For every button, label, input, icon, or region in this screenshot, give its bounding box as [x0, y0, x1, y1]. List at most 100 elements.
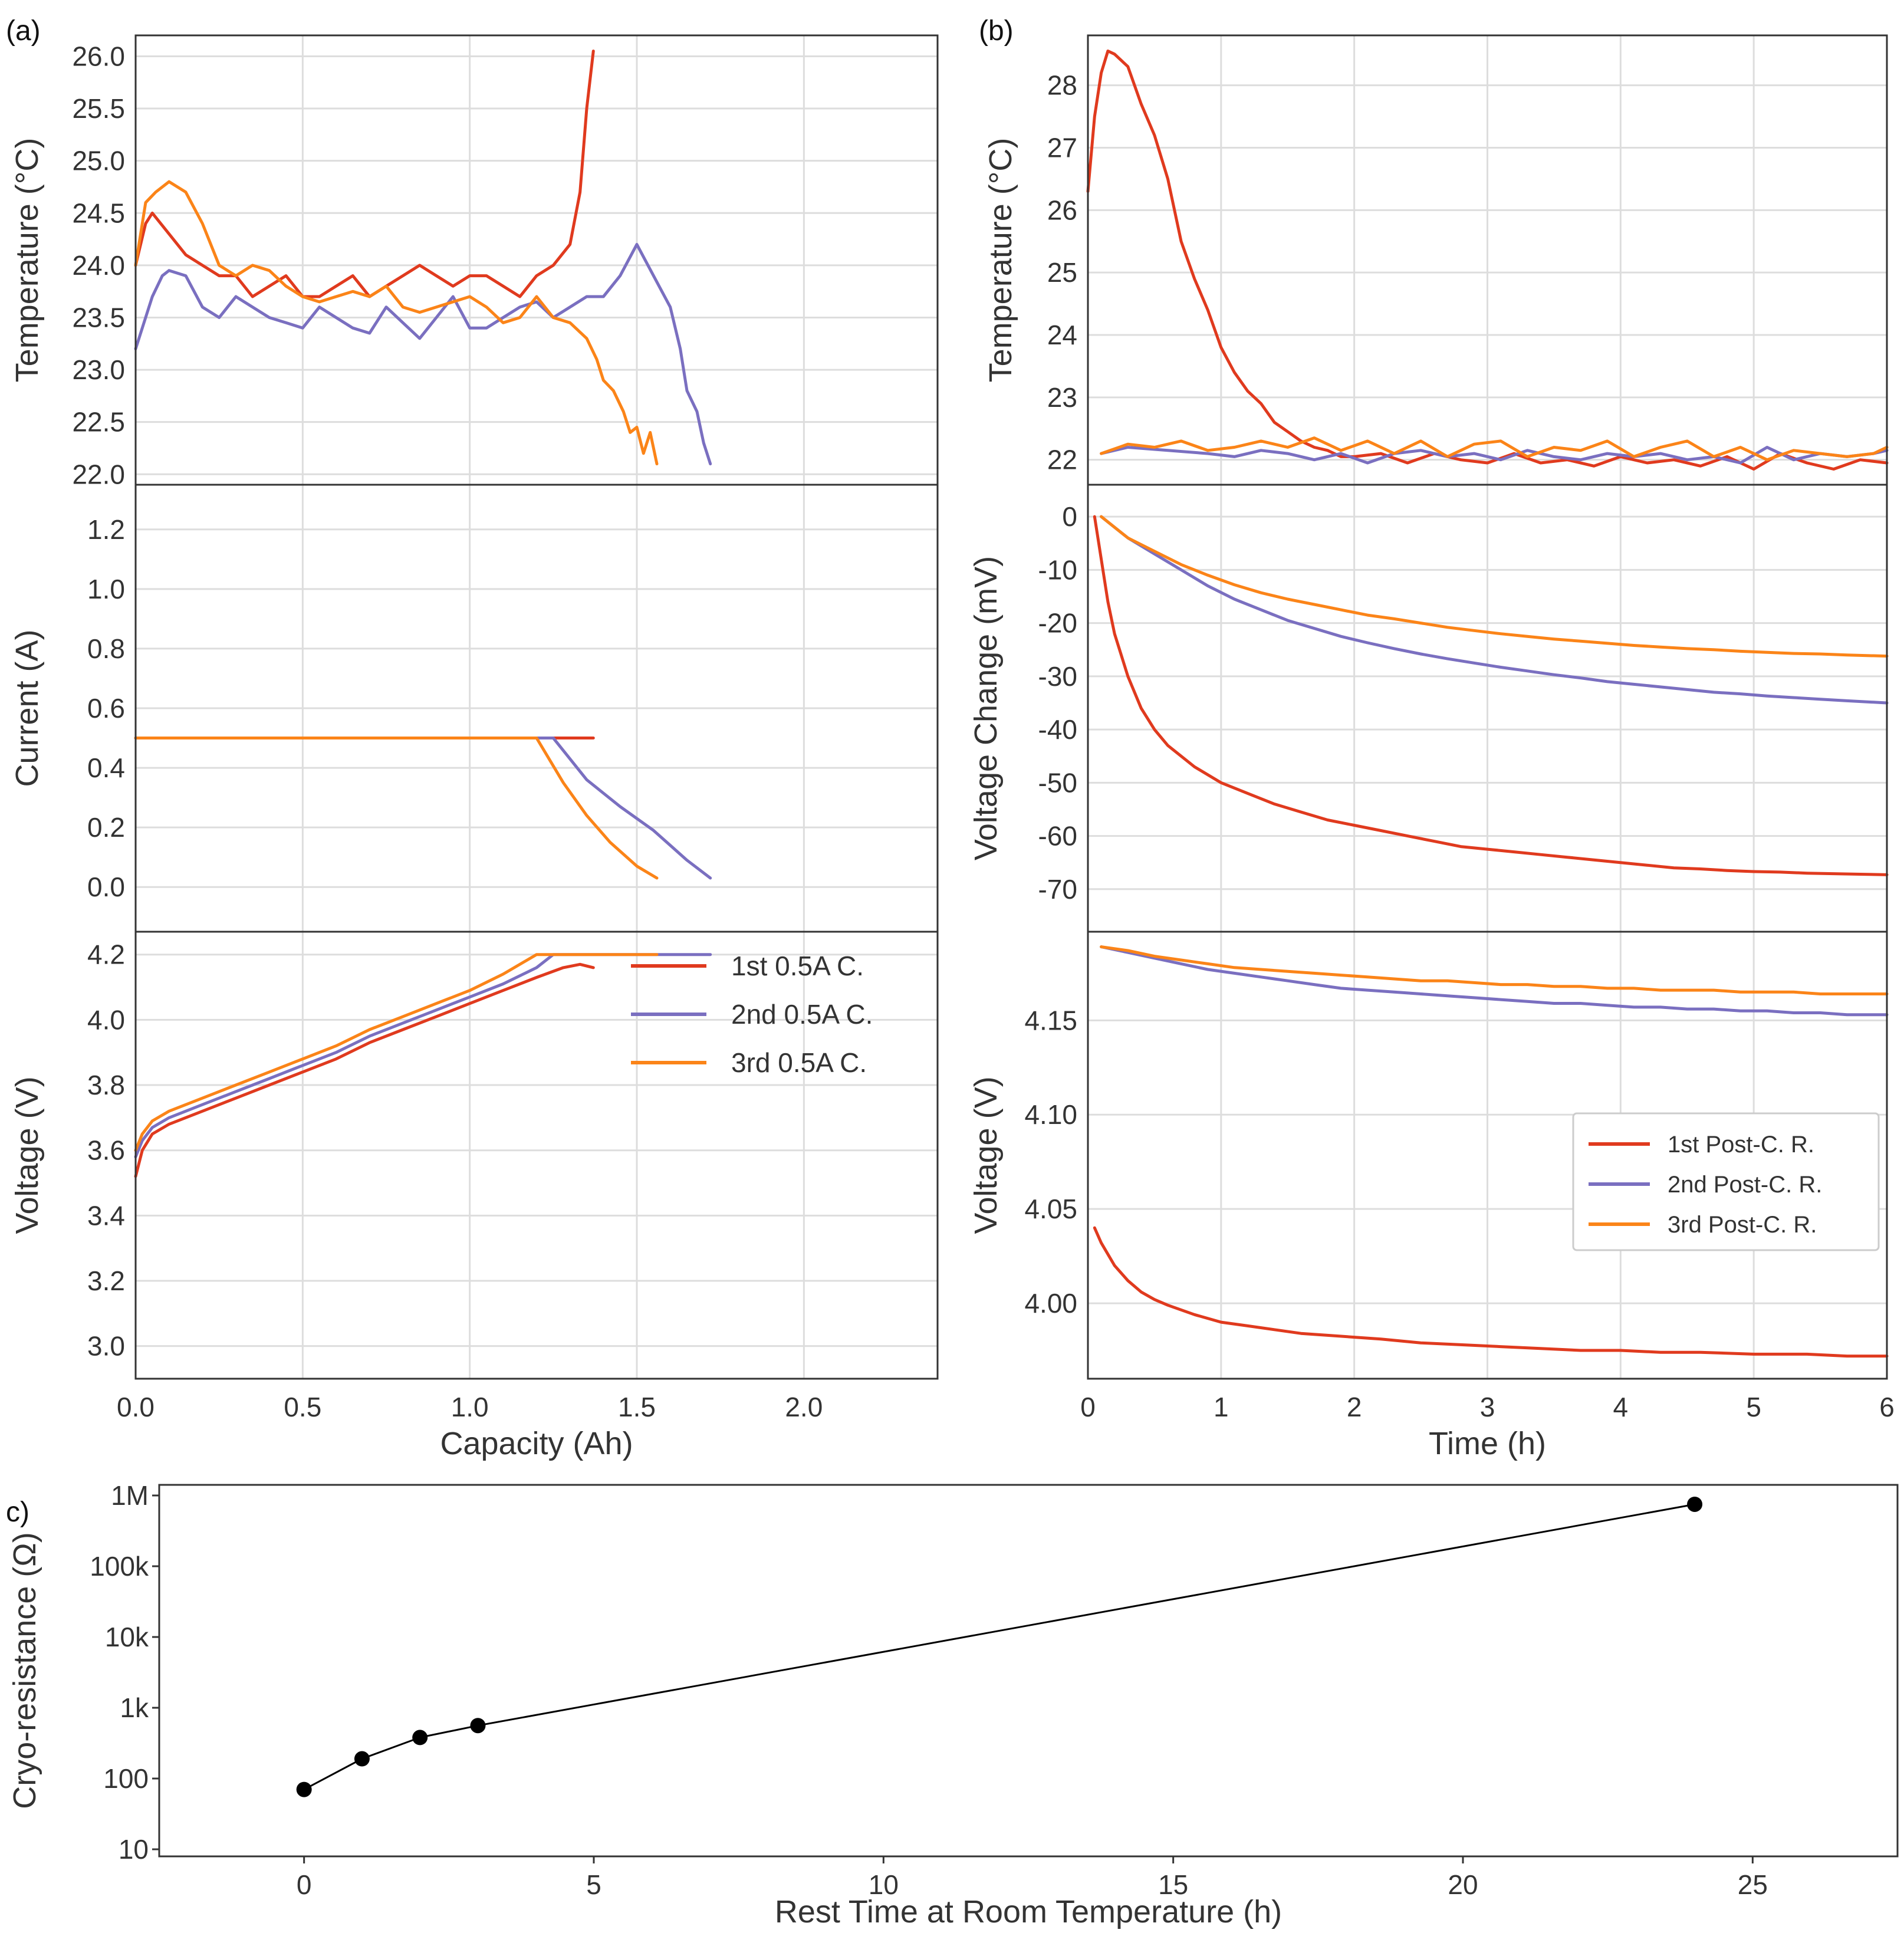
c-xtick-label-2: 10: [869, 1869, 899, 1900]
a_temp-ytick-label-6: 25.0: [72, 146, 125, 176]
a_voltage-ytick-label-6: 4.2: [87, 939, 125, 970]
b_vchange-ylabel: Voltage Change (mV): [968, 556, 1004, 860]
c-axes-frame: [158, 1484, 1899, 1858]
c-xtick-label-1: 5: [586, 1869, 601, 1900]
b_temp-ytick-label-4: 26: [1047, 195, 1077, 225]
b_vchange-ytick-label-0: 0: [1062, 501, 1077, 532]
panel-label-c: c): [6, 1497, 29, 1528]
b_vchange-ytick-label-2: -20: [1038, 608, 1077, 639]
c-data-point-3: [412, 1730, 428, 1746]
a_temp-series-line-1: [134, 50, 595, 298]
a_voltage-series-line-1: [134, 962, 595, 1178]
b_temp-series-line-3: [1100, 436, 1889, 462]
b_vchange-ytick-label-7: -70: [1038, 874, 1077, 905]
b_vchange-ytick-label-1: -10: [1038, 554, 1077, 585]
a_temp-ytick-label-4: 24.0: [72, 250, 125, 281]
a_voltage-ytick-label-0: 3.0: [87, 1331, 125, 1362]
a_voltage-xtick-label-1: 0.5: [284, 1392, 321, 1422]
b_voltage-series-line-2: [1100, 945, 1889, 1017]
a_temp-ytick-label-2: 23.0: [72, 354, 125, 385]
c-ylabel: Cryo-resistance (Ω): [7, 1532, 42, 1809]
b-legend-box: [1572, 1112, 1880, 1251]
a_voltage-axes-frame: [134, 931, 939, 1380]
panel-label-b: (b): [979, 15, 1014, 47]
c-ytick-label-2: 1k: [120, 1692, 149, 1723]
a_current-ytick-label-6: 1.2: [87, 514, 125, 545]
b_temp-ytick-label-5: 27: [1047, 133, 1077, 163]
c-ytick-label-1: 100: [103, 1763, 149, 1794]
a_voltage-series-line-2: [134, 953, 712, 1159]
b_vchange-ytick-label-4: -40: [1038, 714, 1077, 745]
c-xtick-label-3: 15: [1158, 1869, 1188, 1900]
a_voltage-series-line-3: [134, 953, 659, 1152]
a_voltage-xlabel: Capacity (Ah): [440, 1426, 633, 1461]
c-ytick-label-5: 1M: [111, 1480, 149, 1511]
a_voltage-ytick-label-4: 3.8: [87, 1070, 125, 1100]
a-legend-label-1: 1st 0.5A C.: [731, 951, 864, 981]
a-legend-label-3: 3rd 0.5A C.: [731, 1047, 867, 1078]
b_temp-ytick-label-0: 22: [1047, 445, 1077, 475]
a_current-ylabel: Current (A): [9, 629, 45, 787]
c-data-point-5: [1687, 1496, 1703, 1512]
a_current-series-line-2: [134, 737, 712, 880]
a_voltage-xtick-label-0: 0.0: [117, 1392, 154, 1422]
a_current-ytick-label-4: 0.8: [87, 633, 125, 664]
c-data-point-2: [354, 1751, 370, 1767]
c-xtick-label-4: 20: [1448, 1869, 1478, 1900]
b_temp-series-line-1: [1086, 50, 1889, 471]
c-xtick-label-5: 25: [1738, 1869, 1768, 1900]
a_voltage-xtick-label-4: 2.0: [785, 1392, 823, 1422]
b_vchange-series-line-1: [1093, 515, 1889, 876]
b_temp-ytick-label-2: 24: [1047, 320, 1077, 350]
a_current-ytick-label-5: 1.0: [87, 574, 125, 604]
c-data-point-4: [470, 1718, 486, 1734]
b_voltage-xtick-label-6: 6: [1879, 1392, 1895, 1422]
a_temp-series-line-3: [134, 180, 659, 466]
a_voltage-ytick-label-3: 3.6: [87, 1135, 125, 1166]
a_temp-ytick-label-1: 22.5: [72, 407, 125, 438]
b_voltage-xtick-label-4: 4: [1613, 1392, 1629, 1422]
b_voltage-ytick-label-2: 4.10: [1024, 1099, 1077, 1130]
b_voltage-series-line-3: [1100, 945, 1889, 995]
c-xlabel: Rest Time at Room Temperature (h): [775, 1894, 1282, 1929]
b_temp-ylabel: Temperature (°C): [983, 138, 1018, 383]
a_temp-ytick-label-0: 22.0: [72, 459, 125, 489]
c-ytick-label-0: 10: [119, 1834, 149, 1865]
b_temp-ytick-label-1: 23: [1047, 382, 1077, 413]
a_temp-series-line-2: [134, 242, 712, 466]
c-ytick-label-3: 10k: [105, 1622, 149, 1652]
b_voltage-xtick-label-5: 5: [1746, 1392, 1761, 1422]
c-ytick-label-4: 100k: [90, 1551, 149, 1582]
a_voltage-xtick-label-3: 1.5: [618, 1392, 656, 1422]
a_current-ytick-label-3: 0.6: [87, 693, 125, 724]
b_vchange-series-line-2: [1100, 515, 1889, 705]
c-xtick-label-0: 0: [297, 1869, 312, 1900]
b_vchange-series-line-3: [1100, 515, 1889, 658]
b_voltage-series-line-1: [1093, 1226, 1889, 1358]
c-data-point-1: [296, 1781, 312, 1797]
b_voltage-xtick-label-3: 3: [1480, 1392, 1495, 1422]
b_voltage-xtick-label-1: 1: [1214, 1392, 1229, 1422]
b_voltage-xlabel: Time (h): [1429, 1426, 1546, 1461]
a_temp-ytick-label-5: 24.5: [72, 198, 125, 228]
b_voltage-ylabel: Voltage (V): [968, 1076, 1004, 1234]
a_current-series-line-3: [134, 737, 659, 880]
b_voltage-ytick-label-3: 4.15: [1024, 1005, 1077, 1036]
a_temp-ytick-label-7: 25.5: [72, 93, 125, 124]
b_temp-ytick-label-6: 28: [1047, 70, 1077, 101]
b-legend-label-2: 2nd Post-C. R.: [1668, 1172, 1822, 1198]
a_current-ytick-label-2: 0.4: [87, 752, 125, 783]
a_temp-ytick-label-8: 26.0: [72, 41, 125, 71]
b_temp-ytick-label-3: 25: [1047, 257, 1077, 288]
b_vchange-ytick-label-3: -30: [1038, 661, 1077, 692]
a_temp-ytick-label-3: 23.5: [72, 302, 125, 333]
a_temp-axes-frame: [134, 34, 939, 486]
a_voltage-ylabel: Voltage (V): [9, 1076, 45, 1234]
b_voltage-xtick-label-0: 0: [1080, 1392, 1096, 1422]
b_vchange-ytick-label-6: -60: [1038, 821, 1077, 852]
b_voltage-ytick-label-1: 4.05: [1024, 1194, 1077, 1224]
b_voltage-ytick-label-0: 4.00: [1024, 1288, 1077, 1319]
b_vchange-ytick-label-5: -50: [1038, 767, 1077, 798]
a_voltage-ytick-label-2: 3.4: [87, 1200, 125, 1231]
